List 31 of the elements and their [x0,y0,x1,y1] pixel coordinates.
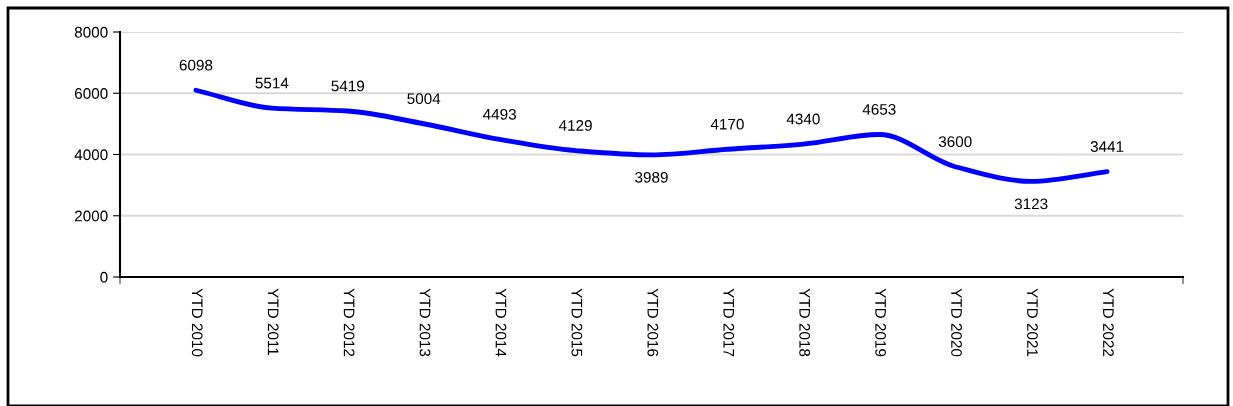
data-label: 5004 [407,93,441,105]
y-tick-label: 0 [100,271,108,283]
data-label: 3600 [938,136,972,148]
data-label: 3123 [1014,198,1048,210]
x-tick-label: YTD 2012 [343,288,355,357]
y-tick-label: 4000 [74,149,108,161]
data-label: 4170 [710,118,744,130]
x-tick-label: YTD 2017 [723,288,735,357]
x-tick-label: YTD 2021 [1027,288,1038,357]
y-tick-label: 8000 [74,26,108,38]
data-label: 5419 [331,80,365,92]
x-tick-label: YTD 2014 [495,288,507,357]
data-label: 4493 [483,108,516,120]
data-label: 3989 [635,171,668,183]
y-tick-label: 2000 [74,210,108,222]
data-label: 4653 [862,104,896,115]
x-tick-label: YTD 2020 [951,288,962,357]
x-tick-label: YTD 2019 [875,288,886,357]
x-tick-label: YTD 2011 [267,288,279,356]
x-tick-label: YTD 2018 [799,288,811,357]
x-tick-label: YTD 2022 [1102,288,1114,357]
data-label: 5514 [255,77,289,89]
x-tick-label: YTD 2010 [191,288,203,357]
data-label: 6098 [179,59,213,71]
data-label: 4129 [558,120,592,131]
x-tick-label: YTD 2013 [419,288,431,357]
data-label: 3441 [1090,141,1124,152]
x-tick-label: YTD 2015 [571,288,583,357]
y-tick-label: 6000 [74,88,108,99]
x-tick-label: YTD 2016 [647,288,659,357]
data-label: 4340 [786,113,820,125]
